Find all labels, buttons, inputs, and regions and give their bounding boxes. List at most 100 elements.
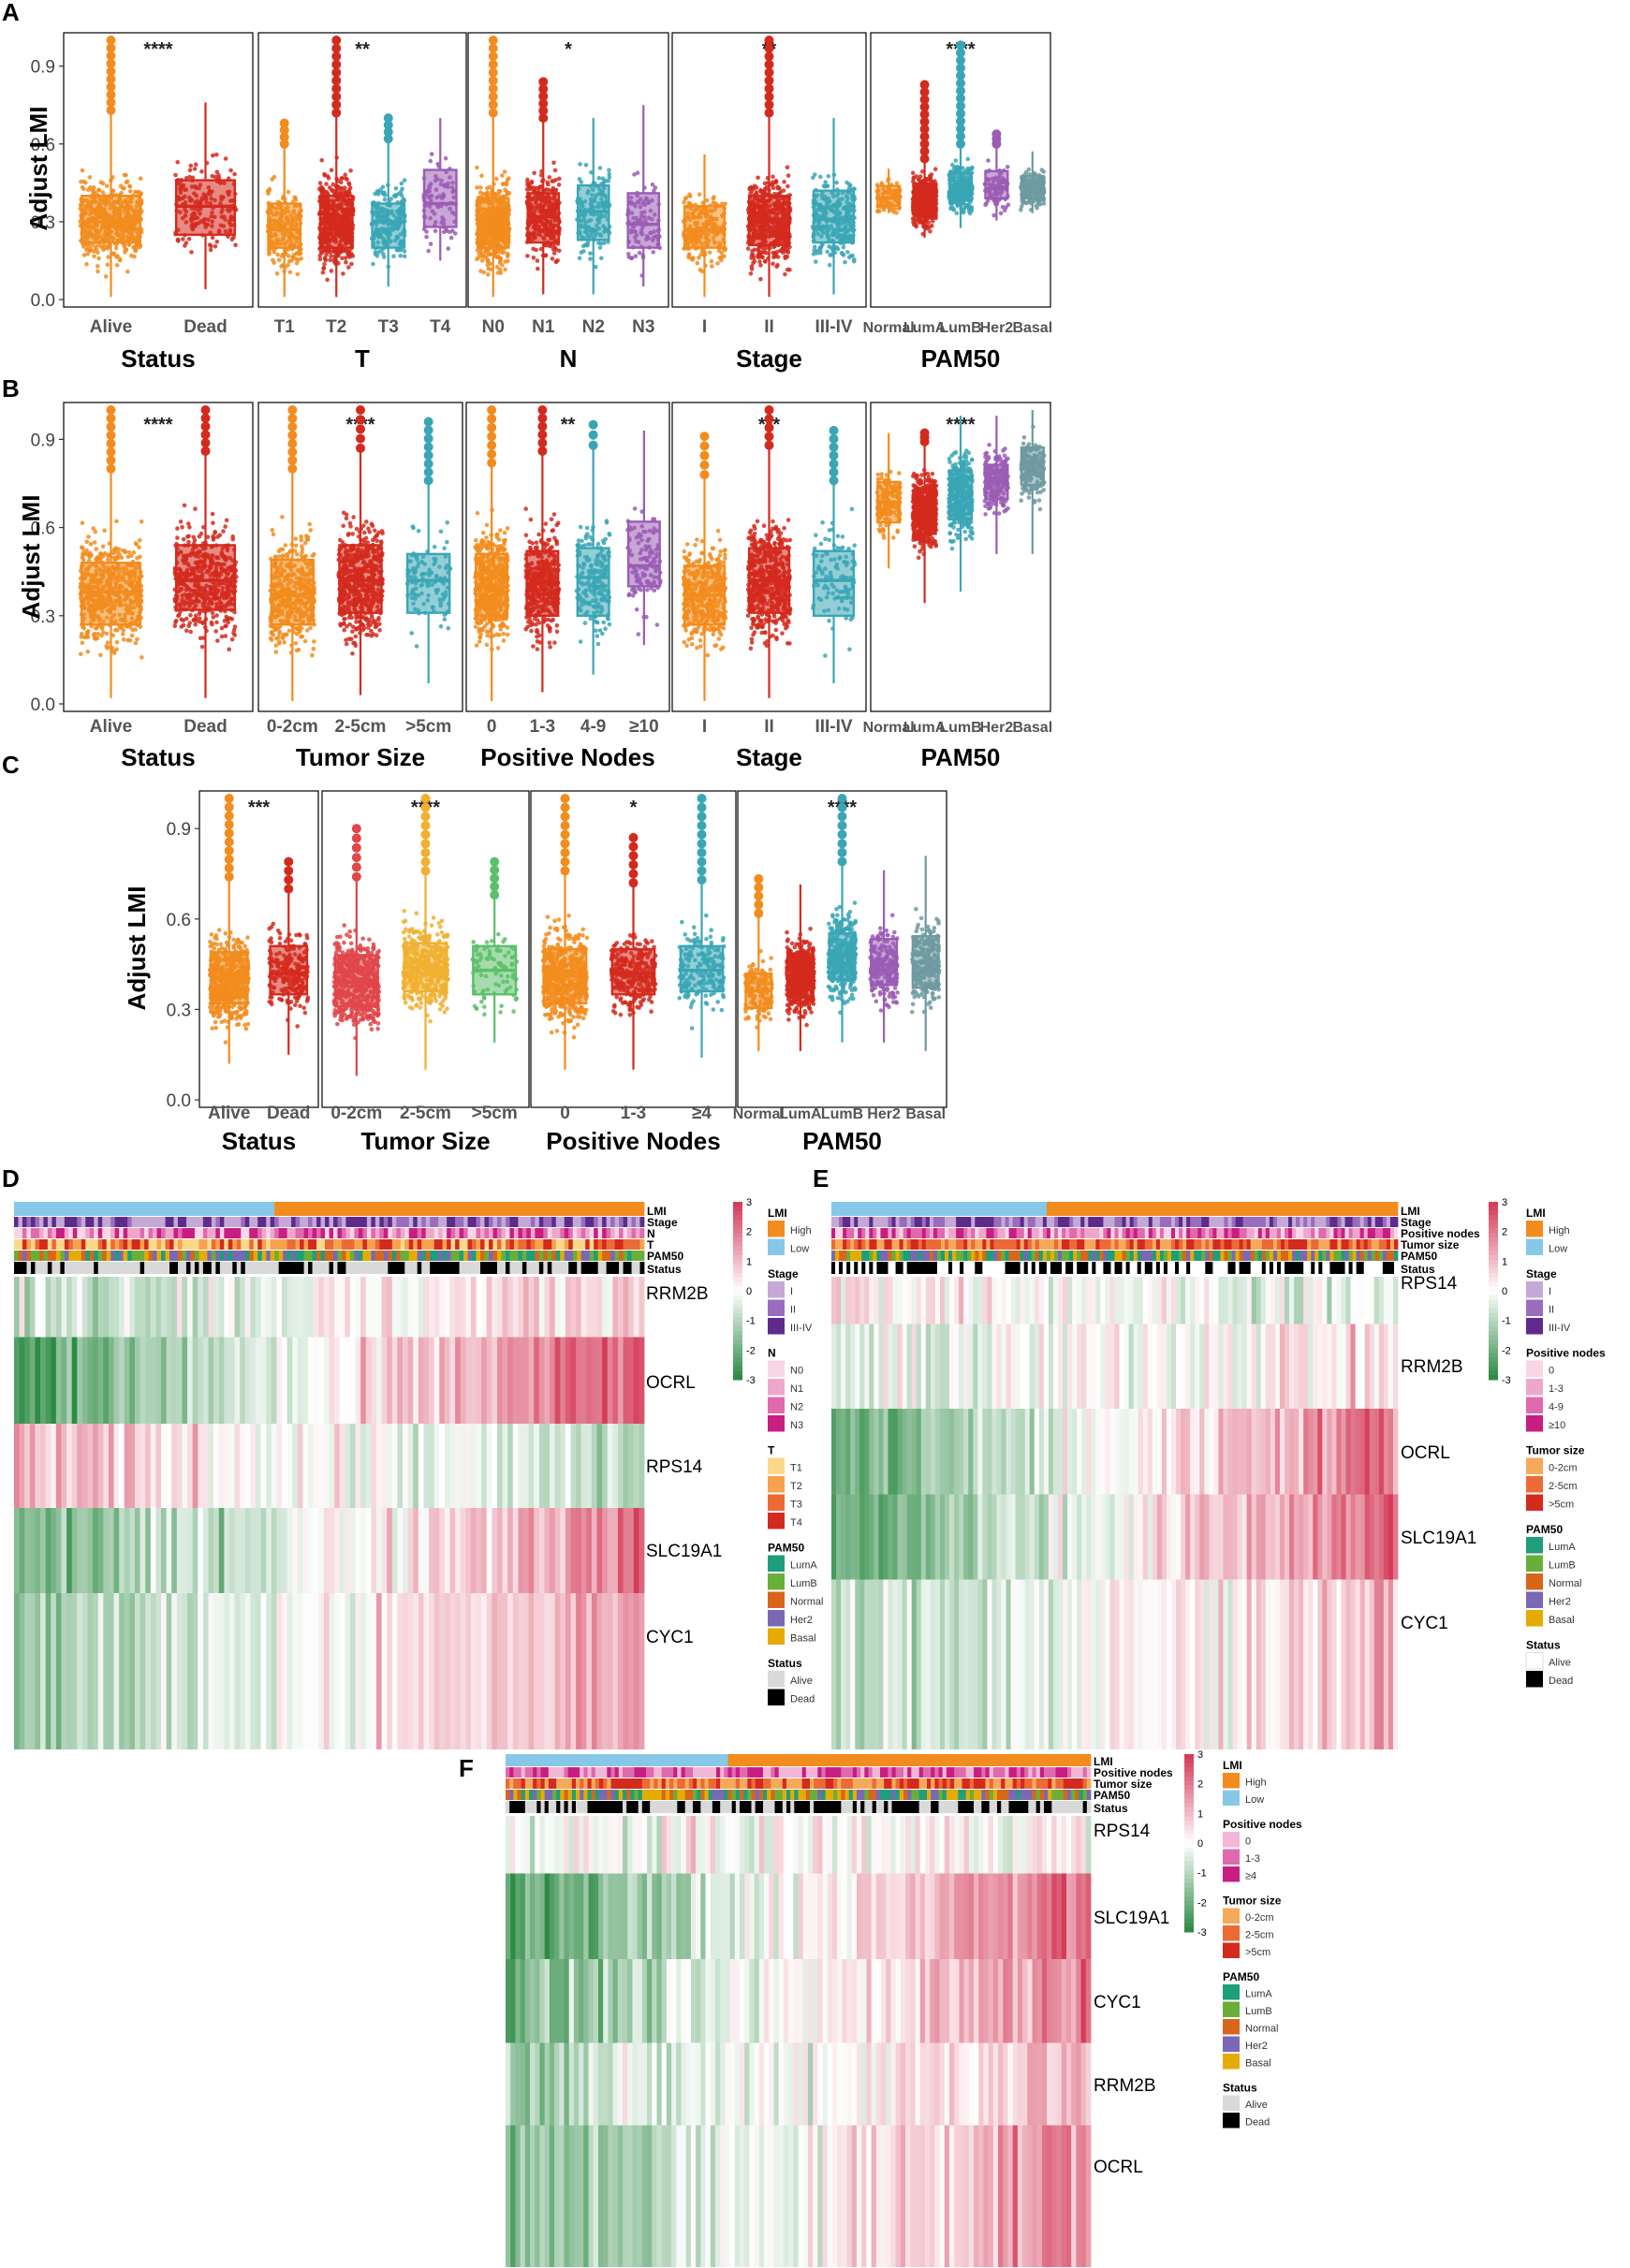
jitter-point (173, 173, 178, 178)
outlier-point (331, 67, 341, 77)
jitter-point (498, 261, 503, 266)
jitter-point (115, 263, 120, 268)
jitter-point (106, 255, 110, 259)
jitter-point (277, 257, 282, 262)
jitter-point (753, 259, 757, 264)
jitter-point (344, 256, 348, 260)
outlier-point (489, 100, 498, 110)
jitter-point (756, 254, 760, 258)
jitter-point (786, 184, 790, 189)
jitter-point (187, 237, 192, 241)
jitter-point (532, 256, 536, 260)
jitter-point (330, 168, 334, 173)
jitter-point (775, 263, 780, 268)
outlier-point (489, 109, 498, 118)
boxplot-panel-a2: **T1 T2 T3 T4T (258, 33, 466, 373)
outlier-point (331, 100, 341, 110)
jitter-point (842, 245, 846, 250)
jitter-point (123, 250, 127, 255)
jitter-point (95, 270, 100, 274)
jitter-point (553, 168, 558, 173)
outlier-point (489, 92, 498, 101)
jitter-point (299, 252, 303, 256)
jitter-point (139, 176, 143, 181)
jitter-point (827, 174, 831, 179)
jitter-point (322, 189, 327, 194)
panel-letter-d: D (2, 1164, 20, 1193)
jitter-point (918, 178, 922, 183)
jitter-point (775, 184, 780, 189)
jitter-point (750, 267, 755, 271)
jitter-point (382, 191, 387, 196)
jitter-point (429, 241, 433, 246)
jitter-point (105, 183, 110, 188)
significance-stars: * (565, 39, 572, 60)
jitter-point (503, 259, 507, 264)
jitter-point (106, 263, 110, 268)
jitter-point (403, 249, 407, 254)
jitter-point (449, 236, 454, 241)
jitter-point (688, 194, 693, 198)
jitter-point (339, 176, 344, 181)
category-label: I (702, 317, 707, 337)
category-label: N0 (482, 317, 505, 337)
jitter-point (106, 246, 110, 251)
outlier-point (765, 36, 774, 45)
jitter-point (651, 250, 655, 255)
box-Normal (877, 186, 900, 206)
jitter-point (812, 252, 816, 256)
jitter-point (496, 193, 501, 198)
jitter-point (319, 158, 324, 163)
jitter-point (506, 253, 510, 257)
jitter-point (129, 254, 134, 258)
jitter-point (344, 260, 348, 265)
jitter-point (598, 166, 603, 170)
jitter-point (762, 248, 767, 253)
jitter-point (696, 261, 700, 266)
jitter-point (749, 271, 754, 276)
y-tick-label: 0.0 (31, 291, 55, 311)
significance-stars: ** (355, 39, 370, 60)
jitter-point (544, 187, 549, 192)
jitter-point (915, 174, 919, 179)
jitter-point (484, 192, 489, 197)
jitter-point (322, 172, 327, 177)
jitter-point (918, 216, 922, 221)
jitter-point (433, 229, 438, 234)
jitter-point (123, 173, 127, 178)
outlier-point (765, 100, 774, 110)
jitter-point (293, 196, 298, 200)
jitter-point (551, 161, 556, 166)
jitter-point (895, 182, 900, 186)
jitter-point (848, 183, 853, 188)
jitter-point (95, 264, 100, 269)
outlier-point (331, 84, 341, 94)
jitter-point (626, 252, 631, 256)
jitter-point (89, 243, 94, 248)
jitter-point (530, 180, 535, 184)
jitter-point (588, 251, 593, 256)
jitter-point (288, 271, 293, 275)
jitter-point (327, 176, 331, 181)
jitter-point (771, 256, 776, 260)
jitter-point (175, 160, 180, 165)
jitter-point (391, 254, 396, 258)
outlier-point (765, 109, 774, 118)
panel-letter-f: F (459, 1754, 474, 1782)
jitter-point (328, 185, 332, 190)
jitter-point (188, 168, 193, 173)
jitter-point (536, 258, 540, 263)
jitter-point (555, 258, 560, 263)
jitter-point (533, 188, 537, 193)
jitter-point (189, 164, 194, 168)
y-tick-label: 0.9 (31, 58, 55, 78)
jitter-point (214, 153, 219, 157)
outlier-point (920, 80, 930, 89)
jitter-point (814, 259, 818, 264)
jitter-point (813, 172, 817, 177)
jitter-point (503, 169, 507, 174)
jitter-point (96, 256, 101, 261)
outlier-point (280, 119, 289, 128)
jitter-point (213, 175, 218, 180)
